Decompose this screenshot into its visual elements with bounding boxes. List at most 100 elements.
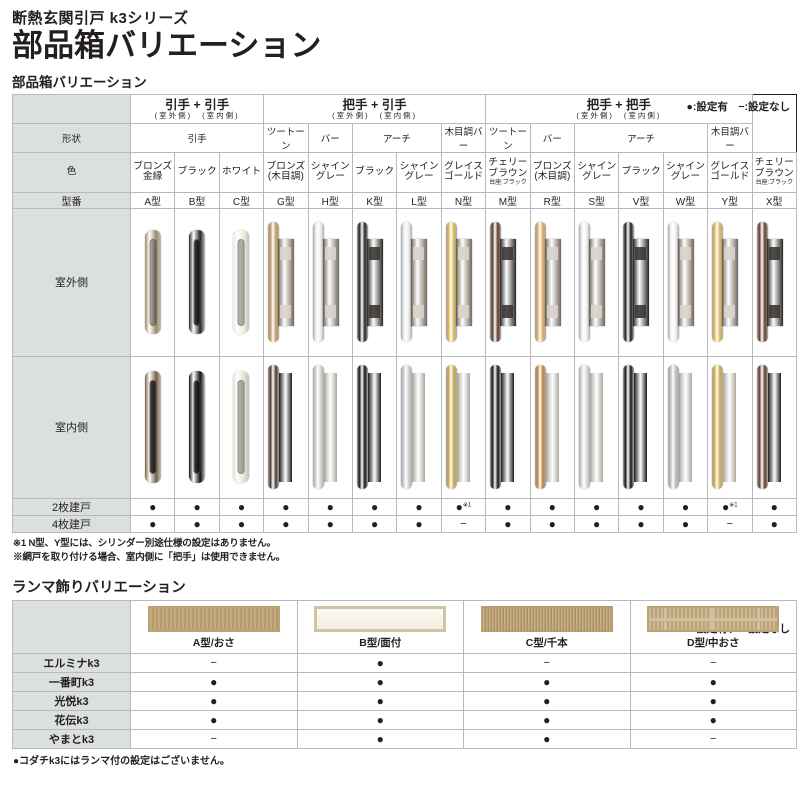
availability-cell: ● xyxy=(662,514,709,533)
ranma-row-label: 一番町k3 xyxy=(12,671,131,692)
color-header: シャイン グレー xyxy=(307,151,353,193)
availability-mark: ● xyxy=(282,499,290,514)
color-line-2: (木目調) xyxy=(534,171,571,183)
ranma-availability-cell: − xyxy=(130,652,298,673)
color-line-1: ブロンズ xyxy=(133,160,173,172)
model-header: C型 xyxy=(218,191,265,209)
availability-mark: ● xyxy=(722,499,730,514)
ranma-availability-cell: ● xyxy=(296,728,464,749)
availability-mark: ● xyxy=(504,516,512,531)
color-header: チェリー ブラウン 台座:ブラック xyxy=(751,151,797,193)
ranma-availability-cell: − xyxy=(463,652,631,673)
group-header: 引手 + 引手 (室外側) (室内側) xyxy=(129,94,265,124)
series-label: 断熱玄関引戸 k3シリーズ xyxy=(12,10,189,27)
ranma-caption: B型/面付 xyxy=(359,636,402,649)
product-image-V-ext xyxy=(618,207,664,357)
ranma-availability-cell: ● xyxy=(296,671,464,692)
availability-cell: − xyxy=(440,514,487,533)
ranma-availability-cell: ● xyxy=(629,690,797,711)
ranma-row-label: 光悦k3 xyxy=(12,690,131,711)
page-title: 部品箱バリエーション xyxy=(12,28,322,63)
model-header: L型 xyxy=(396,191,442,209)
availability-mark: ● xyxy=(326,499,334,514)
availability-mark: ● xyxy=(543,712,551,727)
row-label-model: 型番 xyxy=(12,191,131,209)
product-image-Y-ext xyxy=(707,207,753,357)
availability-cell: ● xyxy=(129,514,176,533)
model-header: K型 xyxy=(351,191,398,209)
color-header: シャイン グレー xyxy=(396,151,442,193)
parts-box-table: 引手 + 引手 (室外側) (室内側) 把手 + 引手 (室外側) (室内側) 把手 + 把… xyxy=(12,94,797,533)
availability-mark: ● xyxy=(210,712,218,727)
availability-mark: ● xyxy=(371,516,379,531)
availability-cell: ● xyxy=(351,514,398,533)
color-line-2: グレー xyxy=(670,171,701,183)
model-header: G型 xyxy=(263,191,309,209)
availability-mark: ● xyxy=(193,499,201,514)
ranma-column-header: A型/おさ xyxy=(130,599,298,654)
table-corner xyxy=(12,94,131,124)
color-header: ブロンズ (木目調) xyxy=(263,151,309,193)
product-image-A-ext xyxy=(129,207,176,357)
ranma-availability-cell: ● xyxy=(130,709,298,730)
ranma-availability-cell: ● xyxy=(130,690,298,711)
group-header: 把手 + 引手 (室外側) (室内側) xyxy=(263,94,487,124)
row-label-color: 色 xyxy=(12,151,131,193)
row-label-shape: 形状 xyxy=(12,122,131,153)
availability-cell: ● xyxy=(263,497,309,516)
product-image-K-ext xyxy=(351,207,398,357)
shape-header: アーチ xyxy=(351,122,442,153)
availability-mark: ● xyxy=(709,712,717,727)
availability-cell: ● xyxy=(573,497,620,516)
color-line-1: シャイン xyxy=(577,160,617,172)
availability-mark: − xyxy=(710,656,717,669)
group-sides: (室外側) (室内側) xyxy=(154,111,240,121)
group-name: 把手 + 引手 xyxy=(342,98,407,113)
availability-mark: ● xyxy=(415,516,423,531)
color-line-1: シャイン xyxy=(399,160,439,172)
color-header: ブラック xyxy=(351,151,398,193)
product-image-W-ext xyxy=(662,207,709,357)
availability-mark: ● xyxy=(593,516,601,531)
shape-header: バー xyxy=(529,122,575,153)
color-header: チェリー ブラウン 台座:ブラック xyxy=(485,151,531,193)
availability-mark: ● xyxy=(237,499,246,514)
product-image-C-int xyxy=(218,355,265,499)
availability-mark: ● xyxy=(543,693,551,708)
section1-legend: ●:設定有 −:設定なし xyxy=(686,101,790,113)
section2-note: ●コダチk3にはランマ付の設定はございません。 xyxy=(13,755,230,767)
availability-mark: − xyxy=(726,517,734,530)
availability-mark: ● xyxy=(681,499,690,514)
model-header: B型 xyxy=(174,191,220,209)
color-header: ブラック xyxy=(174,151,220,193)
availability-cell: ● xyxy=(174,514,220,533)
availability-cell: ● xyxy=(218,497,265,516)
ranma-caption: D型/中おさ xyxy=(687,636,740,649)
ranma-availability-cell: ● xyxy=(296,709,464,730)
ranma-availability-cell: ● xyxy=(296,652,464,673)
ranma-row-label: やまとk3 xyxy=(12,728,131,749)
availability-mark: ● xyxy=(770,516,778,531)
availability-cell: ● xyxy=(396,514,442,533)
ranma-caption: A型/おさ xyxy=(192,636,235,649)
shape-header: ツートーン xyxy=(263,122,309,153)
note-1: ※1 N型、Y型には、シリンダー別途仕様の設定はありません。 xyxy=(13,537,276,549)
product-image-V-int xyxy=(618,355,664,499)
product-image-N-ext xyxy=(440,207,487,357)
group-name: 把手 + 把手 xyxy=(586,98,651,113)
product-image-S-int xyxy=(573,355,620,499)
note-2: ※網戸を取り付ける場合、室内側に「把手」は使用できません。 xyxy=(13,551,286,563)
ranma-row-label: エルミナk3 xyxy=(12,652,131,673)
color-line-1: ブラック xyxy=(355,165,395,177)
availability-cell: ● xyxy=(307,497,353,516)
ranma-table: A型/おさ B型/面付 C型/千本 D型/中おさ エルミナk3 − ● − − 一番町k3 ● ● ● ●… xyxy=(12,599,797,749)
color-line-2: ゴールド xyxy=(443,171,484,183)
availability-footnote: ※1 xyxy=(729,502,738,509)
product-image-L-ext xyxy=(396,207,442,357)
model-header: N型 xyxy=(440,191,487,209)
row-label-exterior: 室外側 xyxy=(12,207,131,357)
availability-cell: ● xyxy=(751,514,797,533)
product-image-H-ext xyxy=(307,207,353,357)
product-image-G-ext xyxy=(263,207,309,357)
section1-notes: ※1 N型、Y型には、シリンダー別途仕様の設定はありません。 ※網戸を取り付ける… xyxy=(13,537,792,565)
